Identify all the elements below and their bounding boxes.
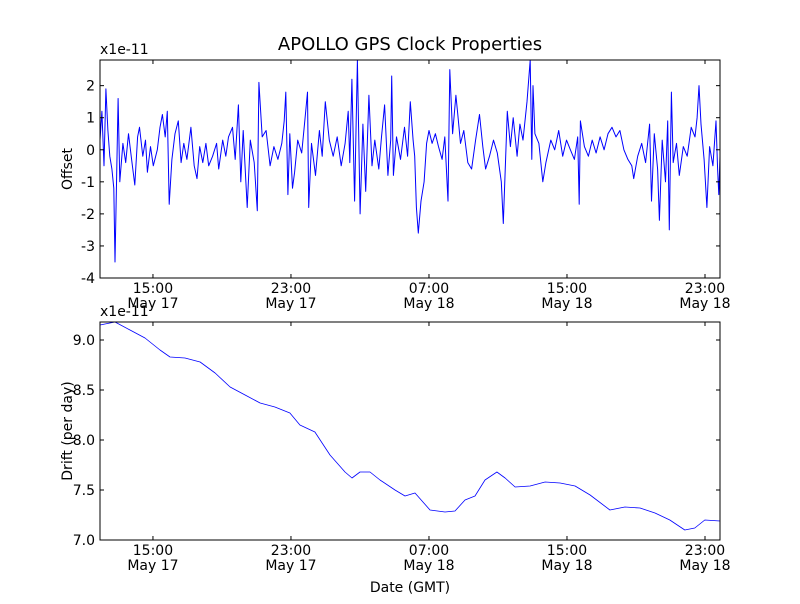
x-tick-label-time: 07:00 [409, 543, 449, 559]
series-line-drift [99, 321, 721, 531]
y-tick-label: 8.5 [73, 383, 95, 399]
y-axis-label: Drift (per day) [60, 381, 76, 480]
y-tick-label: 7.0 [73, 533, 95, 549]
y-axis-label: Offset [60, 147, 76, 190]
x-tick-label-time: 23:00 [685, 543, 725, 559]
x-tick-label-date: May 18 [541, 296, 592, 312]
x-tick-label-date: May 17 [265, 296, 316, 312]
x-tick-label-time: 23:00 [271, 543, 311, 559]
y-tick-label: -4 [81, 271, 95, 287]
y-tick-label: -2 [81, 207, 95, 223]
x-tick-label-date: May 18 [679, 558, 730, 574]
x-tick-label-time: 07:00 [409, 281, 449, 297]
y-tick-label: 7.5 [73, 483, 95, 499]
x-tick-label-date: May 17 [127, 558, 178, 574]
x-tick-label-date: May 18 [679, 296, 730, 312]
y-tick-label: -1 [81, 175, 95, 191]
x-tick-label-time: 15:00 [547, 281, 587, 297]
x-tick-label-date: May 17 [127, 296, 178, 312]
series-line-offset [99, 59, 721, 263]
x-tick-label-date: May 18 [403, 296, 454, 312]
y-tick-label: 9.0 [73, 333, 95, 349]
y-offset-text: x1e-11 [100, 42, 149, 58]
y-offset-text: x1e-11 [100, 304, 149, 320]
x-tick-label-time: 23:00 [271, 281, 311, 297]
x-tick-label-date: May 17 [265, 558, 316, 574]
x-tick-label-time: 15:00 [547, 543, 587, 559]
chart-title: APOLLO GPS Clock Properties [278, 34, 542, 55]
y-tick-label: 8.0 [73, 433, 95, 449]
x-tick-label-time: 23:00 [685, 281, 725, 297]
x-axis-label: Date (GMT) [370, 580, 450, 596]
y-tick-label: 0 [86, 143, 95, 159]
x-tick-label-date: May 18 [541, 558, 592, 574]
axes-frame [99, 59, 721, 279]
y-tick-label: 1 [86, 111, 95, 127]
axes-frame [99, 321, 721, 541]
y-tick-label: -3 [81, 239, 95, 255]
x-tick-label-date: May 18 [403, 558, 454, 574]
y-tick-label: 2 [86, 79, 95, 95]
x-tick-label-time: 15:00 [133, 281, 173, 297]
x-tick-label-time: 15:00 [133, 543, 173, 559]
